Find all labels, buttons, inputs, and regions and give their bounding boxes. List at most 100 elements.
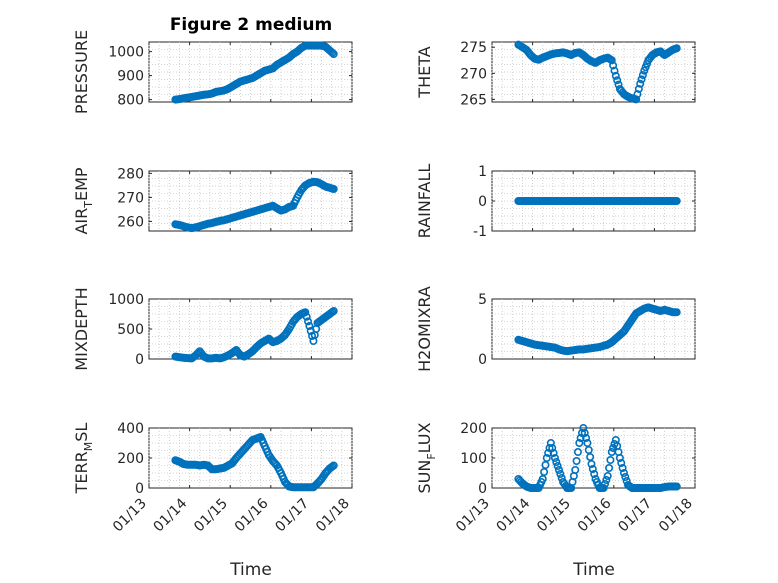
data-series — [514, 423, 681, 492]
data-point — [638, 71, 647, 80]
x-tick-label: 01/14 — [494, 495, 534, 535]
y-axis-label: THETA — [415, 46, 434, 98]
grid — [148, 171, 353, 231]
y-axis-label: H2OMIXRA — [415, 286, 434, 372]
data-series — [514, 197, 681, 206]
data-point — [672, 308, 681, 317]
x-axis-label-right: Time — [572, 560, 615, 580]
y-axis-label: RAINFALL — [415, 164, 434, 239]
data-point — [304, 317, 313, 326]
data-point — [571, 465, 580, 474]
mixdepth-plot: 0 500 1000 MIXDEPTH — [72, 287, 353, 371]
data-point — [611, 71, 620, 80]
data-point — [617, 458, 626, 467]
data-point — [609, 443, 618, 452]
data-point — [301, 308, 310, 317]
y-tick-label: 400 — [117, 421, 144, 437]
data-point — [605, 463, 614, 472]
data-point — [632, 95, 641, 104]
data-point — [672, 197, 681, 206]
data-point — [636, 79, 645, 88]
y-axis-label: MIXDEPTH — [72, 287, 91, 370]
data-point — [329, 185, 338, 194]
data-series — [171, 41, 338, 104]
data-point — [607, 56, 616, 65]
data-point — [542, 453, 551, 462]
x-axis-label-left: Time — [229, 560, 272, 580]
data-point — [603, 471, 612, 480]
y-tick-label: 800 — [117, 93, 144, 109]
x-tick-label: 01/17 — [615, 496, 655, 536]
y-tick-label: 500 — [117, 322, 144, 338]
data-point — [579, 423, 588, 432]
data-point — [572, 456, 581, 465]
data-point — [580, 428, 589, 437]
y-tick-label: 900 — [117, 69, 144, 85]
data-point — [586, 452, 595, 461]
y-tick-label: 0 — [135, 481, 144, 497]
grid — [148, 299, 353, 359]
air-temp-plot: 260 270 280 AIRTEMP — [72, 166, 353, 235]
y-axis-label: AIRTEMP — [72, 167, 95, 234]
data-series — [171, 432, 338, 492]
data-point — [541, 460, 550, 469]
x-tick-label: 01/18 — [656, 496, 696, 536]
data-point — [577, 428, 586, 437]
data-point — [305, 321, 314, 330]
x-tick-label: 01/15 — [534, 496, 574, 536]
y-tick-label: 200 — [117, 451, 144, 467]
data-point — [600, 479, 609, 488]
x-tick-label: 01/16 — [232, 495, 272, 535]
data-point — [672, 482, 681, 491]
y-tick-label: 265 — [460, 92, 487, 108]
data-point — [329, 461, 338, 470]
rainfall-plot: -1 0 1 RAINFALL — [415, 164, 696, 240]
data-series — [171, 177, 338, 233]
data-point — [546, 438, 555, 447]
h2omixra-plot: 0 5 H2OMIXRA — [415, 286, 696, 372]
data-series — [514, 303, 681, 356]
data-point — [550, 453, 559, 462]
y-tick-label: 0 — [478, 352, 487, 368]
data-point — [621, 472, 630, 481]
y-axis-label: SUNFLUX — [415, 422, 438, 493]
y-tick-label: 0 — [135, 352, 144, 368]
x-tick-label: 01/13 — [110, 496, 150, 536]
data-point — [619, 468, 628, 477]
y-tick-label: 275 — [460, 40, 487, 56]
pressure-plot: 800 900 1000 PRESSURE — [72, 30, 353, 114]
y-tick-label: 280 — [117, 166, 144, 182]
sun-flux-plot: 01/13 01/14 01/15 01/16 01/17 01/18 0 100 200 SUN… — [415, 421, 696, 535]
y-tick-label: 0 — [478, 194, 487, 210]
data-point — [575, 438, 584, 447]
data-point — [576, 433, 585, 442]
y-tick-label: 1 — [478, 164, 487, 180]
y-tick-label: 260 — [117, 214, 144, 230]
y-tick-label: 270 — [460, 66, 487, 82]
data-point — [610, 66, 619, 75]
grid — [148, 428, 353, 488]
figure-title: Figure 2 medium — [170, 15, 332, 35]
data-point — [584, 445, 593, 454]
data-point — [556, 469, 565, 478]
data-point — [554, 465, 563, 474]
y-tick-label: 1000 — [108, 45, 144, 61]
y-tick-label: 0 — [478, 481, 487, 497]
data-point — [328, 48, 337, 57]
data-point — [587, 459, 596, 468]
y-tick-label: 200 — [460, 421, 487, 437]
y-tick-label: 1000 — [108, 292, 144, 308]
data-point — [588, 464, 597, 473]
data-series — [171, 306, 338, 363]
data-point — [599, 483, 608, 492]
data-point — [637, 75, 646, 84]
x-tick-label: 01/16 — [575, 495, 615, 535]
y-tick-label: 5 — [478, 292, 487, 308]
y-tick-label: -1 — [473, 224, 487, 240]
data-point — [544, 448, 553, 457]
data-point — [672, 44, 681, 53]
data-point — [618, 463, 627, 472]
data-point — [613, 76, 622, 85]
data-point — [329, 306, 338, 315]
